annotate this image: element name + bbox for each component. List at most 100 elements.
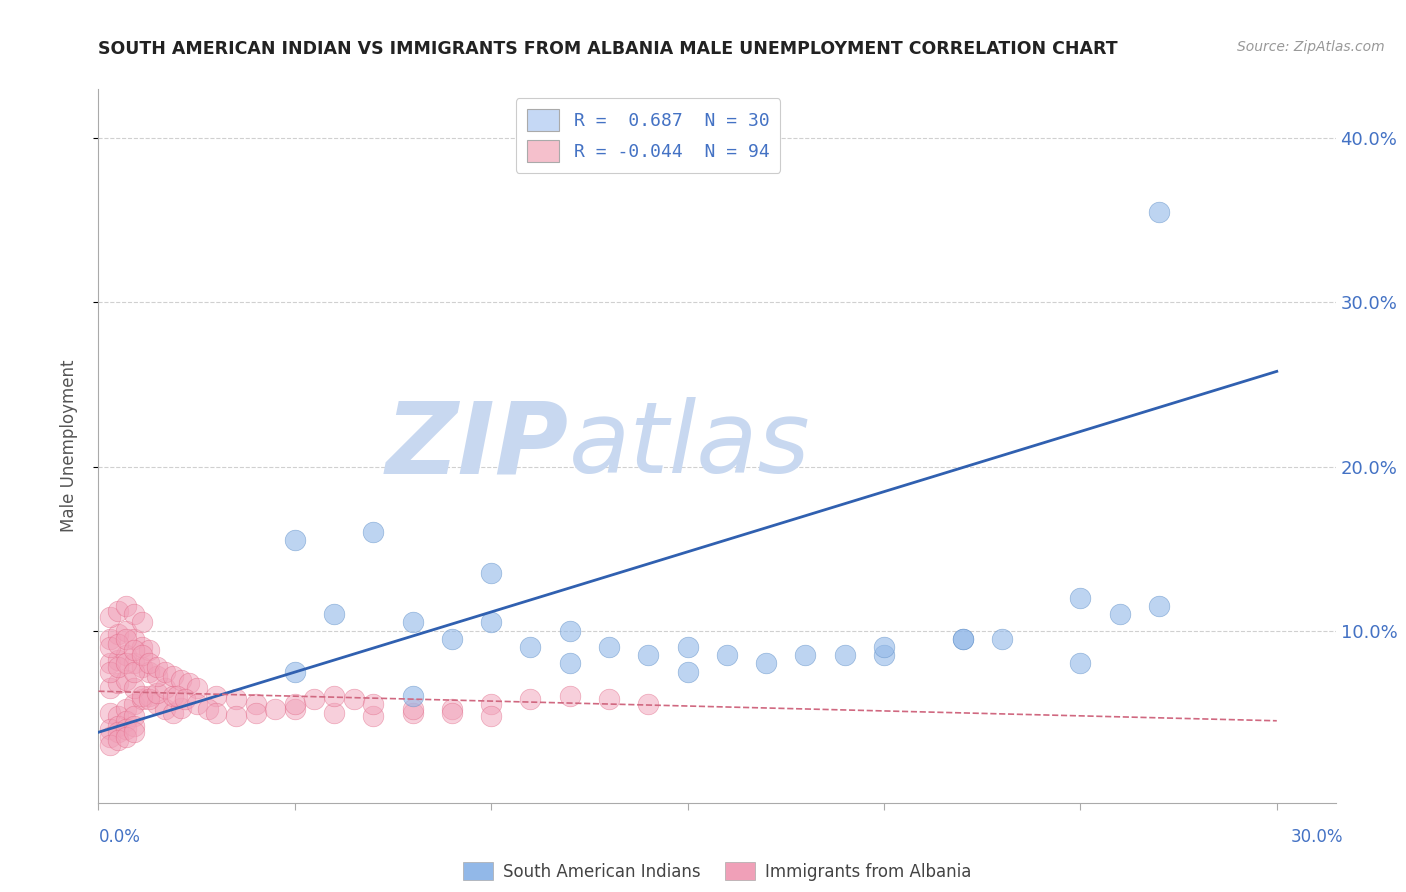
Point bbox=[225, 709, 247, 723]
Point bbox=[146, 659, 169, 673]
Point bbox=[138, 657, 160, 671]
Point bbox=[952, 632, 974, 646]
Point bbox=[153, 665, 176, 679]
Point bbox=[162, 669, 184, 683]
Text: atlas: atlas bbox=[568, 398, 810, 494]
Point bbox=[716, 648, 738, 662]
Point bbox=[146, 669, 169, 683]
Point bbox=[173, 692, 195, 706]
Point bbox=[245, 706, 267, 720]
Point bbox=[479, 566, 502, 581]
Point bbox=[107, 719, 129, 733]
Point bbox=[122, 657, 145, 671]
Point bbox=[115, 632, 138, 646]
Point bbox=[170, 700, 193, 714]
Text: 30.0%: 30.0% bbox=[1291, 828, 1343, 846]
Point bbox=[197, 702, 219, 716]
Point bbox=[115, 673, 138, 687]
Point bbox=[107, 676, 129, 690]
Point bbox=[107, 725, 129, 739]
Point bbox=[98, 739, 121, 753]
Point bbox=[138, 643, 160, 657]
Point bbox=[107, 627, 129, 641]
Point bbox=[122, 681, 145, 695]
Point bbox=[131, 615, 153, 630]
Point bbox=[440, 702, 463, 716]
Point bbox=[122, 725, 145, 739]
Point bbox=[115, 599, 138, 613]
Point bbox=[153, 681, 176, 695]
Point bbox=[363, 709, 385, 723]
Point bbox=[834, 648, 856, 662]
Point bbox=[205, 706, 228, 720]
Point bbox=[131, 659, 153, 673]
Point bbox=[122, 719, 145, 733]
Point bbox=[1147, 205, 1170, 219]
Point bbox=[162, 689, 184, 703]
Point bbox=[115, 702, 138, 716]
Legend: South American Indians, Immigrants from Albania: South American Indians, Immigrants from … bbox=[456, 855, 979, 888]
Point bbox=[186, 698, 208, 712]
Point bbox=[166, 689, 188, 703]
Text: Source: ZipAtlas.com: Source: ZipAtlas.com bbox=[1237, 40, 1385, 54]
Point bbox=[186, 681, 208, 695]
Text: 0.0%: 0.0% bbox=[98, 828, 141, 846]
Point bbox=[755, 657, 778, 671]
Point bbox=[284, 665, 307, 679]
Point bbox=[284, 698, 307, 712]
Point bbox=[122, 665, 145, 679]
Point bbox=[107, 659, 129, 673]
Point bbox=[115, 730, 138, 744]
Point bbox=[284, 533, 307, 548]
Point bbox=[107, 709, 129, 723]
Point bbox=[873, 640, 896, 654]
Point bbox=[558, 624, 581, 638]
Point bbox=[225, 692, 247, 706]
Point bbox=[98, 730, 121, 744]
Point bbox=[107, 637, 129, 651]
Point bbox=[122, 698, 145, 712]
Point bbox=[98, 632, 121, 646]
Point bbox=[637, 648, 659, 662]
Point bbox=[245, 698, 267, 712]
Point bbox=[676, 640, 699, 654]
Point bbox=[794, 648, 817, 662]
Point bbox=[122, 607, 145, 622]
Point bbox=[363, 698, 385, 712]
Point bbox=[146, 686, 169, 700]
Point bbox=[558, 689, 581, 703]
Point bbox=[952, 632, 974, 646]
Point bbox=[323, 689, 346, 703]
Point bbox=[873, 648, 896, 662]
Point bbox=[131, 692, 153, 706]
Point bbox=[440, 706, 463, 720]
Point bbox=[676, 665, 699, 679]
Point bbox=[107, 604, 129, 618]
Point bbox=[304, 692, 326, 706]
Point bbox=[122, 709, 145, 723]
Point bbox=[153, 702, 176, 716]
Point bbox=[479, 698, 502, 712]
Point bbox=[138, 689, 160, 703]
Point bbox=[558, 657, 581, 671]
Point bbox=[401, 702, 423, 716]
Point bbox=[991, 632, 1014, 646]
Point bbox=[131, 689, 153, 703]
Point bbox=[343, 692, 366, 706]
Point bbox=[122, 632, 145, 646]
Point bbox=[107, 653, 129, 667]
Point bbox=[138, 692, 160, 706]
Point bbox=[115, 648, 138, 662]
Point bbox=[138, 665, 160, 679]
Point bbox=[98, 640, 121, 654]
Point bbox=[131, 648, 153, 662]
Point bbox=[98, 681, 121, 695]
Point bbox=[519, 640, 541, 654]
Point bbox=[479, 615, 502, 630]
Point bbox=[162, 706, 184, 720]
Point bbox=[1108, 607, 1130, 622]
Point bbox=[323, 706, 346, 720]
Point bbox=[115, 714, 138, 728]
Point bbox=[323, 607, 346, 622]
Point bbox=[1069, 657, 1091, 671]
